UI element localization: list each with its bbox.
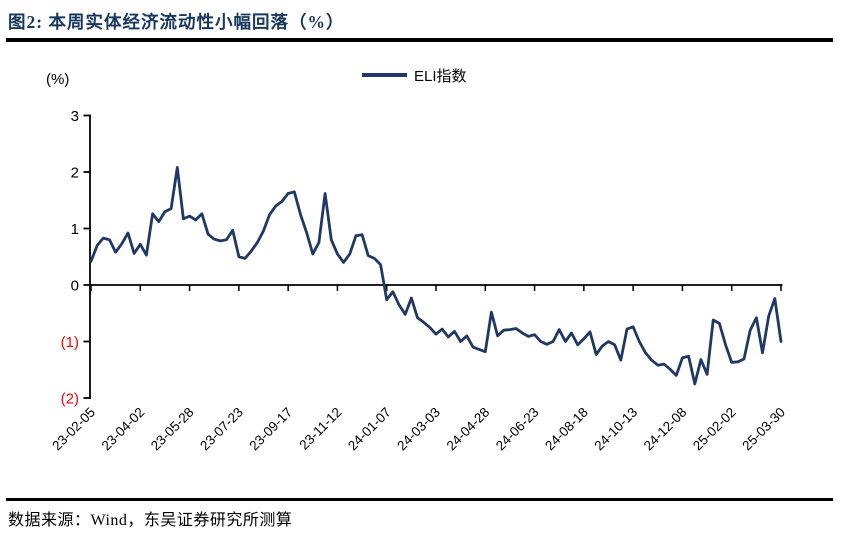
x-tick-label: 24-04-28 <box>444 405 493 454</box>
x-tick-label: 24-10-13 <box>591 405 640 454</box>
legend-series-label: ELI指数 <box>414 67 467 85</box>
y-tick-label: 1 <box>71 221 79 238</box>
y-axis-unit-label: (%) <box>46 71 70 88</box>
x-tick-label: 23-05-28 <box>148 405 197 454</box>
y-tick-label: 2 <box>71 165 79 182</box>
x-tick-label: 23-04-02 <box>99 405 148 454</box>
legend-line-swatch-icon <box>362 73 407 77</box>
y-tick-label: (2) <box>61 391 79 408</box>
x-tick-label: 24-08-18 <box>542 405 591 454</box>
chart-legend: ELI指数 <box>362 64 467 86</box>
eli-series-line <box>89 166 783 386</box>
title-divider <box>6 38 833 42</box>
x-tick-label: 24-06-23 <box>493 405 542 454</box>
figure-title: 图2: 本周实体经济流动性小幅回落（%） <box>8 12 345 32</box>
y-tick-label: (1) <box>61 334 79 351</box>
x-tick-label: 25-02-02 <box>690 405 739 454</box>
y-tick-label: 3 <box>71 108 79 125</box>
x-tick-label: 23-02-05 <box>49 405 98 454</box>
x-tick-label: 24-01-07 <box>345 405 394 454</box>
footer-divider <box>6 498 833 501</box>
x-tick-label: 25-03-30 <box>739 405 788 454</box>
x-tick-label: 24-12-08 <box>641 405 690 454</box>
x-tick-label: 24-03-03 <box>394 405 443 454</box>
x-tick-label: 23-11-12 <box>296 405 344 453</box>
data-source-note: 数据来源：Wind，东吴证券研究所测算 <box>8 512 293 529</box>
y-tick-label: 0 <box>71 278 79 295</box>
x-tick-label: 23-07-23 <box>197 405 246 454</box>
x-tick-label: 23-09-17 <box>246 405 295 454</box>
